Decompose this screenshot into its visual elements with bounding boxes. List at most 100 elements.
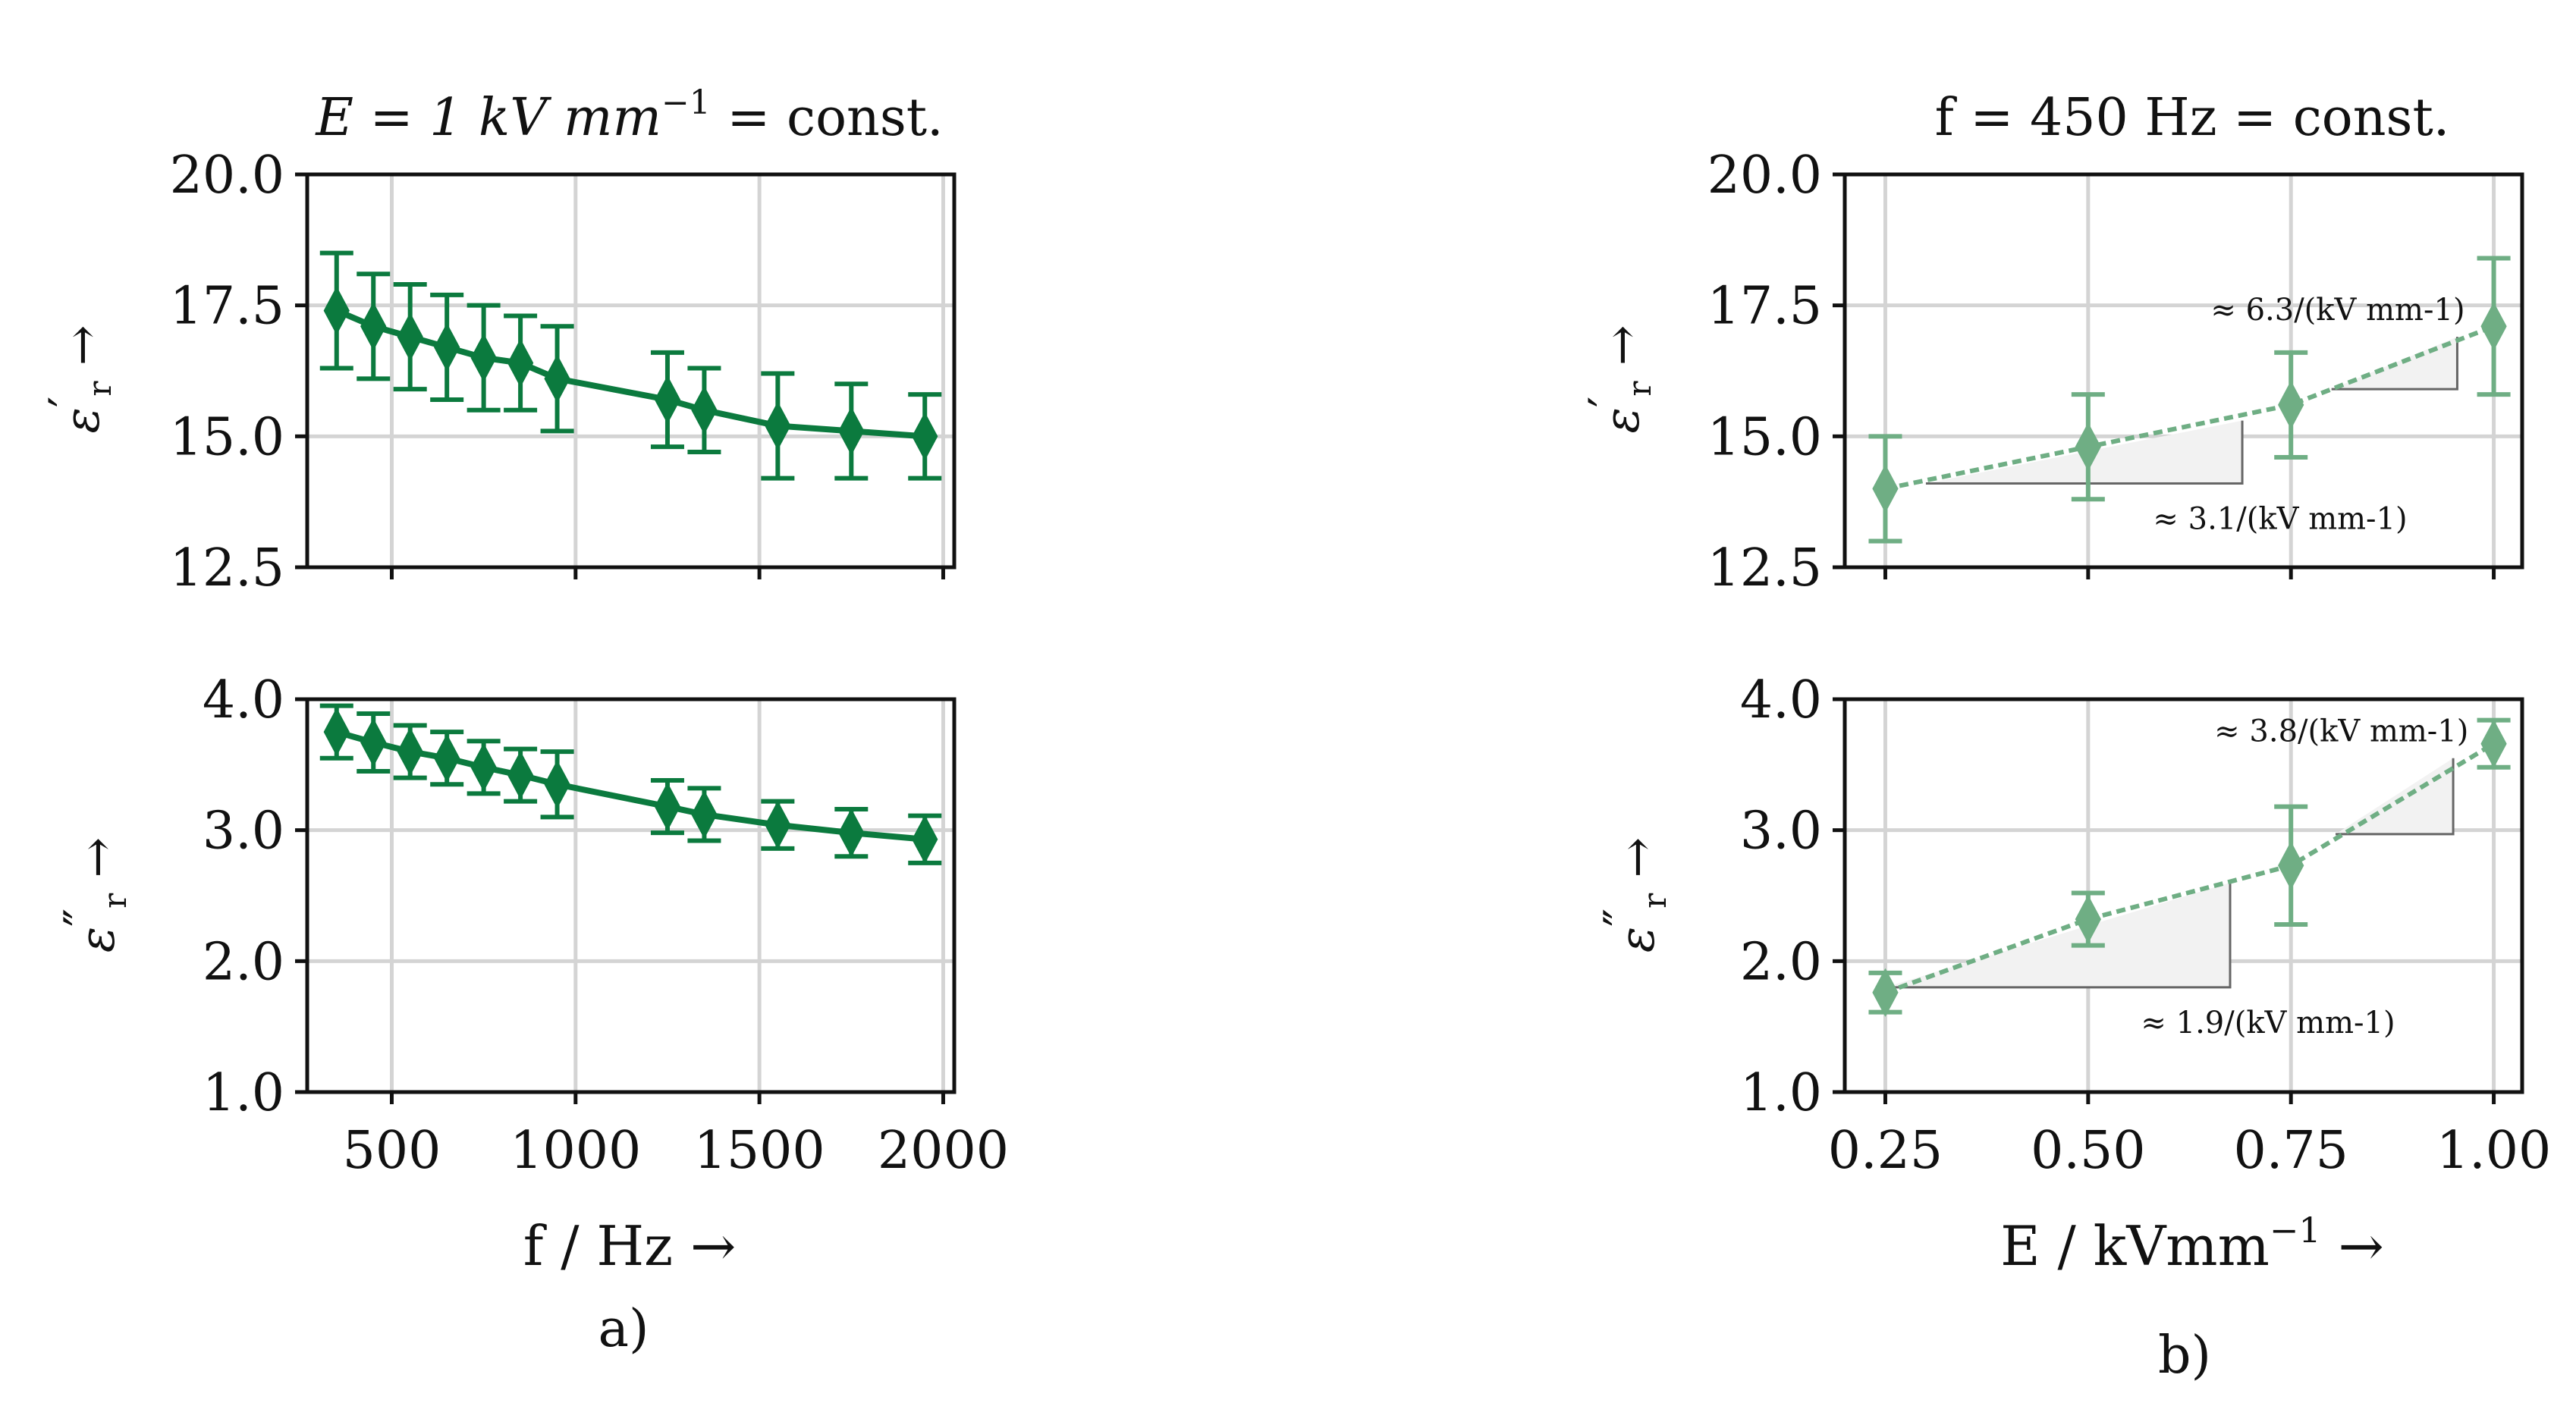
y-tick-label: 20.0 bbox=[170, 146, 284, 206]
panel-a-title: E = 1 kV mm−1 = const. bbox=[314, 83, 943, 148]
panel-b-top-ylabel: ε′r → bbox=[1579, 325, 1658, 434]
ylabel-prime: ′ bbox=[39, 397, 96, 408]
data-point-marker bbox=[360, 717, 387, 767]
y-tick-label: 3.0 bbox=[203, 802, 284, 862]
chart-b-top: ≈ 3.1/(kV mm-1) ≈ 6.3/(kV mm-1) 12.5 15.0 17… bbox=[1707, 146, 2524, 598]
data-point-marker bbox=[1872, 968, 1899, 1017]
data-point-marker bbox=[2278, 380, 2304, 430]
panel-b-title: f = 450 Hz = const. bbox=[1935, 88, 2450, 148]
x-tick-label: 500 bbox=[343, 1121, 441, 1181]
data-point-marker bbox=[912, 814, 938, 864]
y-tick-label: 20.0 bbox=[1707, 146, 1822, 206]
data-point-marker bbox=[912, 412, 938, 461]
data-point-marker bbox=[470, 742, 497, 792]
slope-wedge-outline bbox=[2336, 758, 2455, 836]
ylabel-subscript: r bbox=[81, 381, 118, 397]
y-tick-label: 3.0 bbox=[1740, 802, 1822, 862]
chart-a-top: 12.5 15.0 17.5 20.0 bbox=[170, 146, 957, 598]
series-line bbox=[335, 729, 925, 843]
data-point-marker bbox=[434, 322, 460, 372]
x-tick-label: 1000 bbox=[510, 1121, 641, 1181]
panel-a-top-ylabel: ε′r → bbox=[39, 325, 118, 434]
data-point-marker bbox=[765, 800, 791, 849]
ylabel-subscript: r bbox=[1621, 381, 1658, 397]
x-tick-label: 1.00 bbox=[2436, 1121, 2551, 1181]
slope-annotation-label: ≈ 3.1/(kV mm-1) bbox=[2153, 501, 2407, 536]
panel-b-xlabel-exponent: −1 bbox=[2270, 1210, 2321, 1251]
ylabel-symbol: ε bbox=[70, 927, 126, 953]
y-tick-label: 1.0 bbox=[1740, 1063, 1822, 1123]
data-point-marker bbox=[654, 375, 681, 425]
x-tick-label: 0.50 bbox=[2031, 1121, 2145, 1181]
slope-annotation-label: ≈ 1.9/(kV mm-1) bbox=[2141, 1006, 2395, 1040]
slope-wedge-fill bbox=[2336, 758, 2454, 834]
slope-wedge-outline bbox=[1885, 882, 2232, 989]
series-line bbox=[1884, 324, 2495, 491]
subfigure-label-a: a) bbox=[598, 1299, 649, 1359]
data-point-marker bbox=[2278, 841, 2304, 890]
y-tick-label: 17.5 bbox=[1707, 277, 1822, 337]
ylabel-arrow: → bbox=[1610, 837, 1666, 893]
slope-wedge-fill bbox=[1885, 882, 2230, 987]
subfigure-label-b: b) bbox=[2158, 1326, 2211, 1386]
data-point-marker bbox=[838, 406, 865, 456]
data-point-marker bbox=[544, 760, 570, 809]
panel-a-title-exponent: −1 bbox=[661, 83, 711, 122]
y-tick-label: 15.0 bbox=[1707, 407, 1822, 467]
y-tick-label: 2.0 bbox=[203, 932, 284, 992]
y-tick-label: 1.0 bbox=[203, 1063, 284, 1123]
x-tick-label: 2000 bbox=[878, 1121, 1009, 1181]
x-tick-label: 0.75 bbox=[2234, 1121, 2348, 1181]
data-point-marker bbox=[507, 338, 534, 388]
data-point-marker bbox=[507, 751, 534, 800]
data-point-marker bbox=[434, 733, 460, 783]
data-point-marker bbox=[691, 385, 718, 435]
plot-layer: 12.5 15.0 17.5 20.0 500 1000 1500 2000 1.0 2.0 3.0… bbox=[170, 146, 2552, 1181]
ylabel-symbol: ε bbox=[1610, 927, 1666, 953]
panel-b-bottom-ylabel: ε″r → bbox=[1594, 837, 1673, 953]
data-point-marker bbox=[838, 808, 865, 858]
x-tick-label: 1500 bbox=[694, 1121, 825, 1181]
y-tick-label: 15.0 bbox=[170, 407, 284, 467]
ylabel-arrow: → bbox=[55, 325, 111, 381]
chart-a-bottom: 500 1000 1500 2000 1.0 2.0 3.0 4.0 bbox=[203, 670, 1009, 1181]
data-point-marker bbox=[544, 354, 570, 403]
data-point-marker bbox=[1872, 464, 1899, 513]
data-point-marker bbox=[2075, 422, 2101, 472]
panel-b-xlabel: E / kVmm−1 → bbox=[2000, 1210, 2384, 1278]
ylabel-double-prime: ″ bbox=[55, 909, 111, 927]
panel-a-title-tail: = const. bbox=[711, 88, 944, 148]
data-point-marker bbox=[691, 789, 718, 840]
ylabel-subscript: r bbox=[96, 893, 134, 909]
data-point-marker bbox=[323, 708, 350, 757]
panel-a-xlabel: f / Hz → bbox=[523, 1214, 737, 1278]
data-point-marker bbox=[397, 727, 423, 777]
data-point-marker bbox=[2480, 719, 2507, 768]
series-line bbox=[335, 307, 925, 440]
axes-frame bbox=[1842, 697, 2524, 1094]
series-line bbox=[1884, 742, 2496, 995]
panel-a-bottom-ylabel: ε″r → bbox=[55, 837, 134, 953]
x-tick-label: 0.25 bbox=[1828, 1121, 1943, 1181]
data-point-marker bbox=[323, 286, 350, 335]
axes-frame bbox=[305, 172, 957, 570]
y-tick-label: 4.0 bbox=[1740, 670, 1822, 730]
data-point-marker bbox=[2075, 894, 2101, 944]
slope-wedge-outline bbox=[1925, 420, 2244, 485]
y-tick-label: 17.5 bbox=[170, 277, 284, 337]
y-tick-label: 2.0 bbox=[1740, 932, 1822, 992]
data-point-marker bbox=[470, 333, 497, 382]
ylabel-double-prime: ″ bbox=[1594, 909, 1651, 927]
ylabel-arrow: → bbox=[70, 837, 126, 893]
data-point-marker bbox=[654, 782, 681, 831]
ylabel-prime: ′ bbox=[1579, 397, 1635, 408]
slope-annotation-label: ≈ 3.8/(kV mm-1) bbox=[2214, 714, 2468, 749]
panel-b-xlabel-main: E / kVmm bbox=[2000, 1214, 2270, 1278]
chart-b-bottom: ≈ 1.9/(kV mm-1) ≈ 3.8/(kV mm-1) 0.25 0.50 0.… bbox=[1740, 670, 2551, 1181]
axes-frame bbox=[1842, 172, 2524, 570]
ylabel-symbol: ε bbox=[1594, 407, 1651, 433]
axes-frame bbox=[305, 697, 957, 1094]
ylabel-symbol: ε bbox=[55, 407, 111, 433]
ylabel-subscript: r bbox=[1636, 893, 1673, 909]
